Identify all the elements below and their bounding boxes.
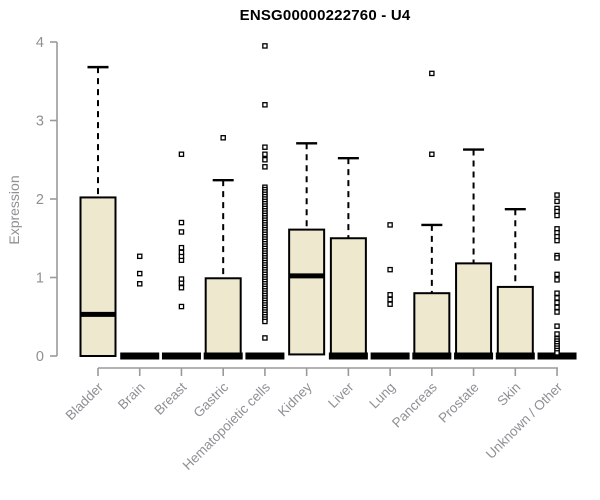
outlier-point-unknown-other bbox=[554, 212, 560, 219]
y-tick-label: 2 bbox=[36, 192, 44, 208]
outlier-point-pancreas bbox=[429, 70, 435, 77]
outlier-point-unknown-other bbox=[554, 323, 560, 329]
outlier-point-unknown-other bbox=[554, 350, 560, 356]
x-tick-label-skin: Skin bbox=[494, 380, 523, 409]
outlier-point-breast bbox=[178, 229, 185, 235]
outlier-point-lung bbox=[387, 266, 393, 273]
outlier-point-breast bbox=[178, 244, 185, 251]
outlier-point-hematopoietic-cells bbox=[262, 151, 268, 158]
chart-title: ENSG00000222760 - U4 bbox=[239, 7, 411, 24]
outlier-point-breast bbox=[178, 219, 185, 226]
outlier-point-pancreas bbox=[429, 151, 435, 158]
outlier-point-lung bbox=[387, 292, 393, 298]
box-gastric bbox=[204, 277, 242, 357]
outlier-point-breast bbox=[178, 249, 185, 256]
outlier-point-unknown-other bbox=[554, 304, 560, 311]
x-tick-label-kidney: Kidney bbox=[275, 379, 315, 419]
outlier-point-unknown-other bbox=[554, 198, 560, 205]
outlier-point-breast bbox=[178, 151, 185, 158]
x-tick-label-liver: Liver bbox=[325, 379, 357, 411]
outlier-point-brain bbox=[136, 253, 143, 260]
outlier-point-breast bbox=[178, 284, 185, 291]
outlier-point-unknown-other bbox=[554, 331, 560, 337]
outlier-point-hematopoietic-cells bbox=[262, 156, 268, 163]
outlier-point-brain bbox=[136, 270, 143, 277]
outlier-point-unknown-other bbox=[554, 290, 560, 296]
outlier-point-hematopoietic-cells bbox=[262, 144, 268, 150]
outlier-point-unknown-other bbox=[554, 277, 560, 283]
box-skin bbox=[496, 285, 534, 358]
box-kidney bbox=[288, 228, 326, 356]
outlier-point-breast bbox=[178, 303, 185, 310]
outlier-point-gastric bbox=[220, 135, 226, 141]
box-liver bbox=[329, 237, 367, 357]
x-tick-label-pancreas: Pancreas bbox=[389, 379, 440, 430]
outlier-point-hematopoietic-cells bbox=[262, 318, 268, 325]
x-tick-label-lung: Lung bbox=[366, 380, 398, 412]
x-tick-label-gastric: Gastric bbox=[190, 379, 231, 420]
outlier-point-unknown-other bbox=[554, 271, 560, 278]
outlier-point-unknown-other bbox=[554, 299, 560, 306]
box-pancreas bbox=[413, 292, 451, 358]
box-bladder bbox=[79, 196, 117, 357]
y-tick-label: 0 bbox=[36, 349, 44, 365]
x-tick-label-brain: Brain bbox=[115, 380, 148, 413]
outlier-point-brain bbox=[136, 281, 143, 287]
x-tick-label-prostate: Prostate bbox=[436, 380, 482, 426]
outlier-point-unknown-other bbox=[554, 255, 560, 261]
y-tick-label: 1 bbox=[36, 271, 44, 287]
outlier-point-hematopoietic-cells bbox=[262, 164, 268, 170]
outlier-point-lung bbox=[387, 222, 393, 228]
x-tick-label-breast: Breast bbox=[151, 379, 189, 417]
x-tick-label-unknown-other: Unknown / Other bbox=[483, 379, 566, 462]
outlier-point-breast bbox=[178, 276, 185, 282]
y-tick-label: 3 bbox=[36, 114, 44, 130]
outlier-point-hematopoietic-cells bbox=[262, 102, 268, 108]
outlier-point-hematopoietic-cells bbox=[262, 335, 268, 341]
box-prostate bbox=[455, 262, 493, 357]
outlier-point-unknown-other bbox=[554, 192, 560, 198]
y-tick-label: 4 bbox=[36, 35, 44, 51]
x-tick-label-bladder: Bladder bbox=[63, 379, 107, 423]
outlier-point-unknown-other bbox=[554, 309, 560, 315]
outlier-point-unknown-other bbox=[554, 237, 560, 244]
outlier-point-unknown-other bbox=[554, 295, 560, 301]
outlier-point-hematopoietic-cells bbox=[262, 43, 268, 49]
outlier-point-lung bbox=[387, 296, 393, 303]
outlier-point-lung bbox=[387, 301, 393, 307]
